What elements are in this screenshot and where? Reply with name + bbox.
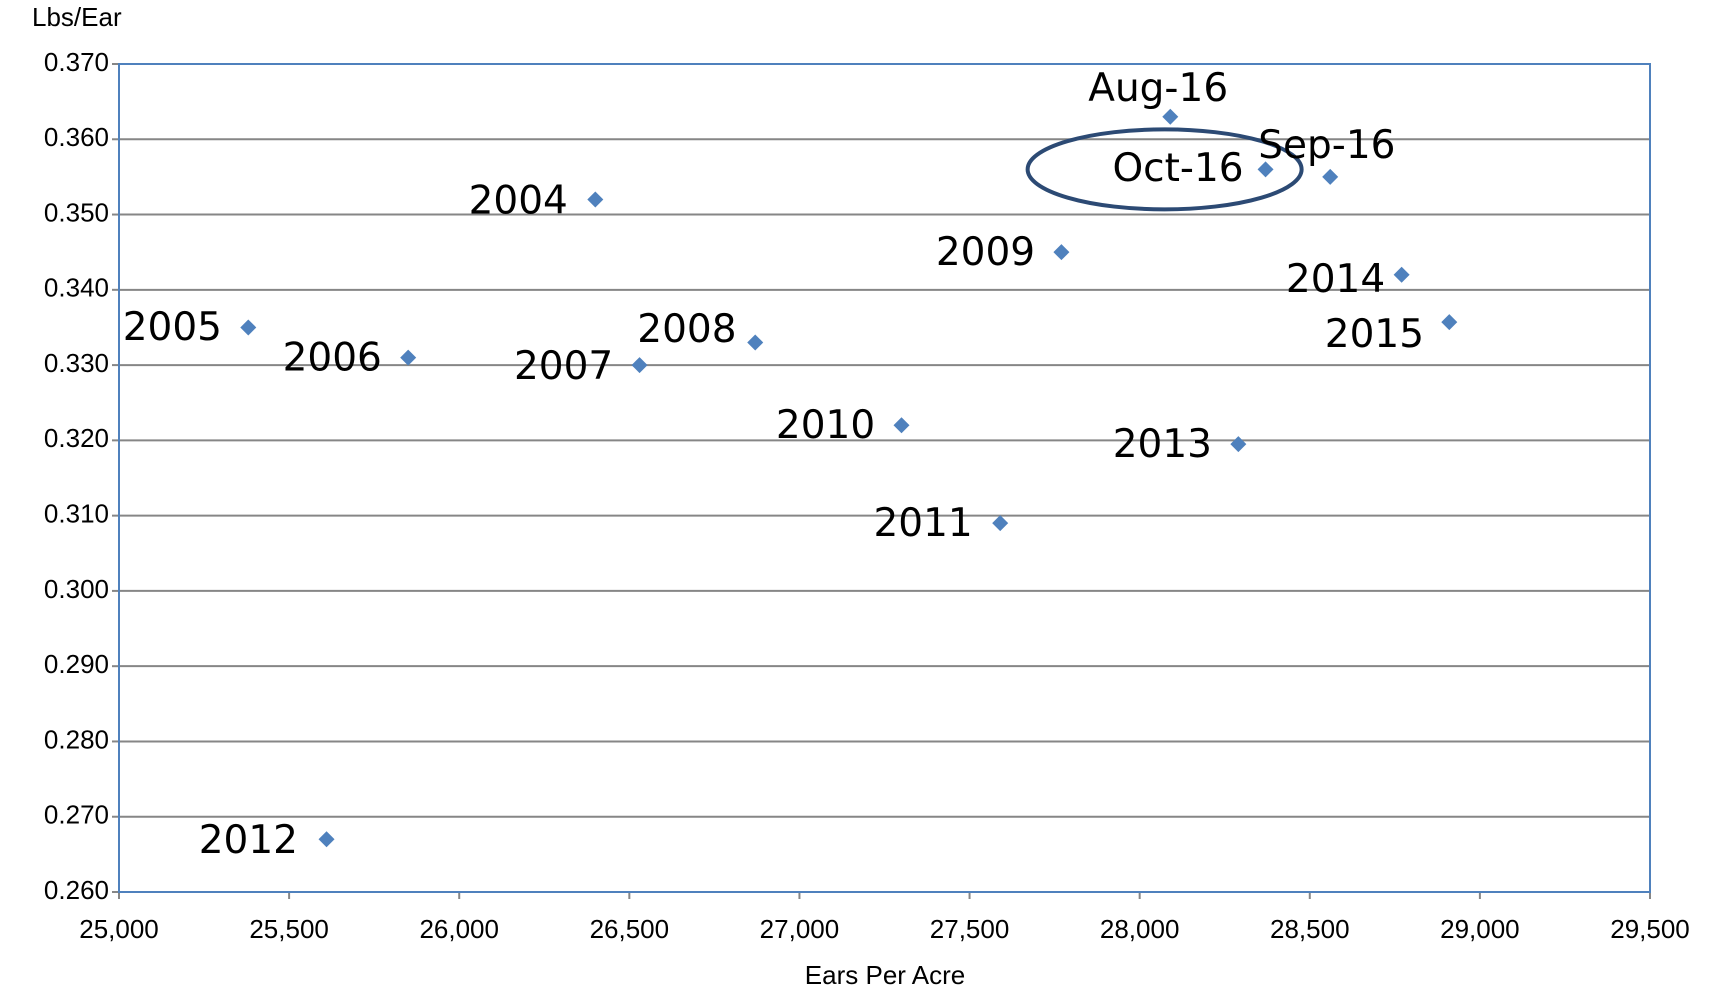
marker bbox=[1162, 108, 1179, 125]
x-tick-label: 29,500 bbox=[1610, 914, 1690, 944]
marker bbox=[318, 831, 335, 848]
point-label: Oct-16 bbox=[1112, 146, 1243, 191]
marker bbox=[747, 334, 764, 351]
x-tick-label: 28,500 bbox=[1270, 914, 1350, 944]
y-tick-label: 0.320 bbox=[44, 423, 109, 453]
point-label: 2004 bbox=[469, 178, 568, 223]
marker bbox=[1053, 244, 1070, 261]
marker bbox=[893, 417, 910, 434]
point-label: 2013 bbox=[1113, 422, 1212, 467]
point-label: 2011 bbox=[873, 501, 972, 546]
x-tick-label: 27,000 bbox=[760, 914, 840, 944]
x-tick-label: 29,000 bbox=[1440, 914, 1520, 944]
y-axis-label: Lbs/Ear bbox=[32, 2, 122, 32]
y-tick-label: 0.280 bbox=[44, 724, 109, 754]
y-tick-label: 0.370 bbox=[44, 47, 109, 77]
marker bbox=[587, 191, 604, 208]
y-tick-label: 0.270 bbox=[44, 800, 109, 830]
highlight-ellipse bbox=[1025, 127, 1304, 212]
point-label: Sep-16 bbox=[1258, 123, 1395, 168]
x-axis-label: Ears Per Acre bbox=[805, 960, 965, 988]
marker bbox=[1393, 266, 1410, 283]
x-tick-label: 25,000 bbox=[79, 914, 159, 944]
marker bbox=[992, 515, 1009, 532]
point-label: 2014 bbox=[1286, 257, 1385, 302]
x-tick-label: 25,500 bbox=[249, 914, 329, 944]
marker bbox=[1322, 168, 1339, 185]
point-label: 2012 bbox=[199, 818, 298, 863]
point-label: Aug-16 bbox=[1088, 66, 1228, 111]
point-label: 2009 bbox=[936, 230, 1035, 275]
marker bbox=[1441, 314, 1458, 331]
marker bbox=[1230, 436, 1247, 453]
y-tick-label: 0.260 bbox=[44, 875, 109, 905]
marker bbox=[631, 357, 648, 374]
marker bbox=[1257, 161, 1274, 178]
x-tick-label: 27,500 bbox=[930, 914, 1010, 944]
marker bbox=[240, 319, 257, 336]
y-tick-label: 0.360 bbox=[44, 122, 109, 152]
y-tick-label: 0.350 bbox=[44, 197, 109, 227]
point-label: 2005 bbox=[123, 305, 222, 350]
point-label: 2015 bbox=[1325, 312, 1424, 357]
x-tick-label: 26,500 bbox=[590, 914, 670, 944]
x-tick-label: 26,000 bbox=[419, 914, 499, 944]
point-label: 2006 bbox=[283, 335, 382, 380]
point-label: 2007 bbox=[514, 344, 613, 389]
point-label: 2008 bbox=[637, 307, 736, 352]
point-label: 2010 bbox=[776, 403, 875, 448]
y-tick-label: 0.300 bbox=[44, 574, 109, 604]
y-tick-label: 0.310 bbox=[44, 499, 109, 529]
plot-border bbox=[118, 63, 1651, 893]
y-tick-label: 0.340 bbox=[44, 273, 109, 303]
y-tick-label: 0.290 bbox=[44, 649, 109, 679]
y-tick-label: 0.330 bbox=[44, 348, 109, 378]
x-tick-label: 28,000 bbox=[1100, 914, 1180, 944]
marker bbox=[400, 349, 417, 366]
